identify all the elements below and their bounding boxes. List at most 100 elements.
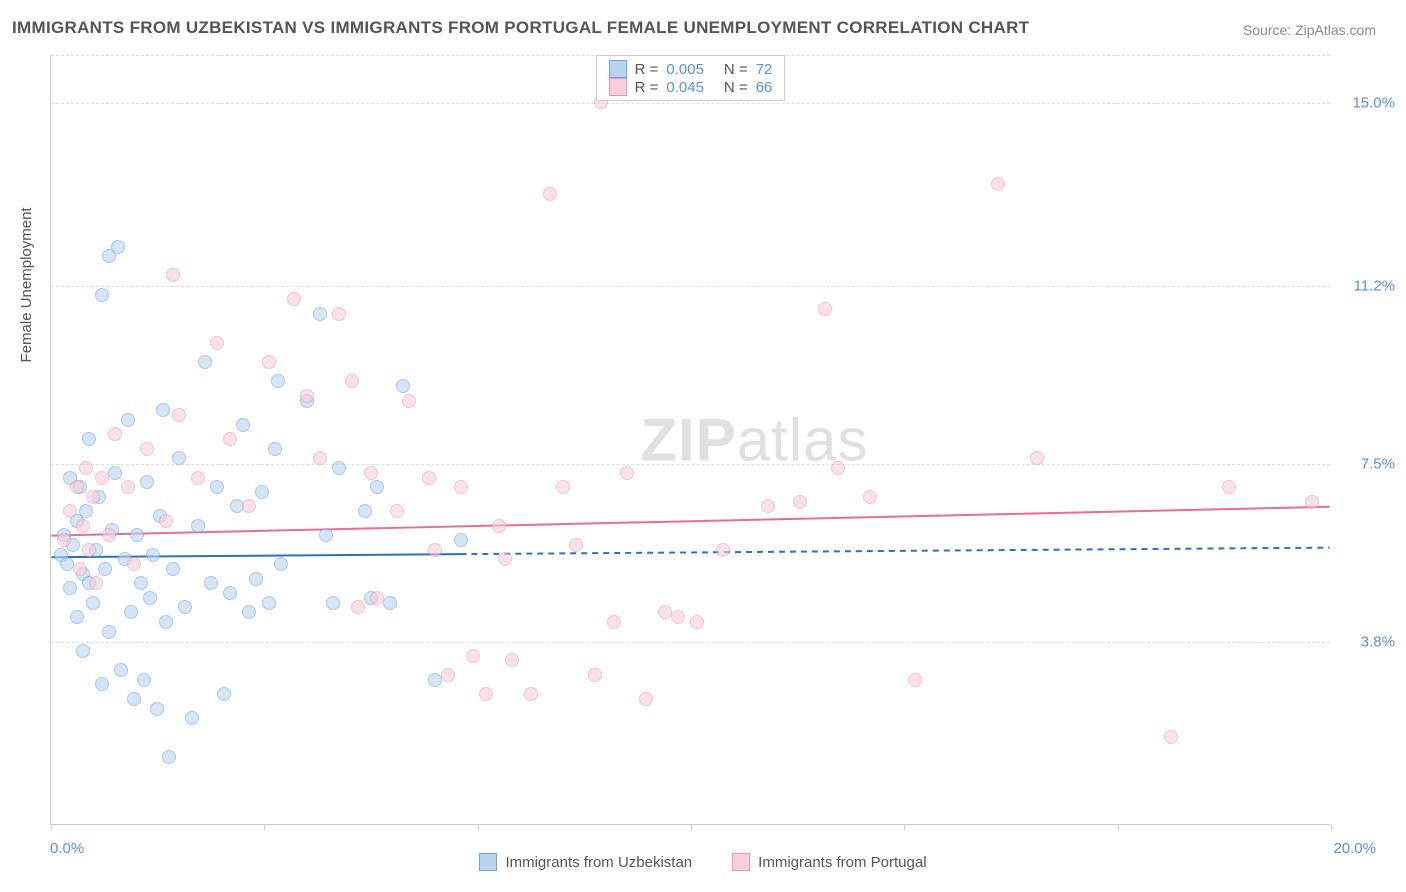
- data-point: [249, 572, 263, 586]
- data-point: [166, 562, 180, 576]
- legend-bottom-item: Immigrants from Uzbekistan: [479, 838, 692, 886]
- data-point: [498, 552, 512, 566]
- watermark-bold: ZIP: [640, 406, 736, 473]
- data-point: [319, 528, 333, 542]
- gridline: [51, 642, 1330, 643]
- x-tick: [691, 824, 692, 830]
- legend-n-value: 66: [756, 79, 773, 96]
- data-point: [162, 750, 176, 764]
- source-label: Source: ZipAtlas.com: [1243, 22, 1376, 38]
- data-point: [82, 543, 96, 557]
- data-point: [262, 596, 276, 610]
- data-point: [351, 600, 365, 614]
- data-point: [108, 427, 122, 441]
- data-point: [671, 610, 685, 624]
- legend-r-label: R =: [635, 79, 659, 96]
- legend-correlation: R =0.005N =72R =0.045N =66: [596, 55, 786, 101]
- data-point: [217, 687, 231, 701]
- data-point: [793, 495, 807, 509]
- data-point: [134, 576, 148, 590]
- data-point: [127, 692, 141, 706]
- gridline: [51, 103, 1330, 104]
- data-point: [364, 466, 378, 480]
- data-point: [242, 605, 256, 619]
- x-tick: [1118, 824, 1119, 830]
- legend-r-label: R =: [635, 61, 659, 78]
- x-tick: [264, 824, 265, 830]
- data-point: [831, 461, 845, 475]
- x-tick: [478, 824, 479, 830]
- data-point: [210, 480, 224, 494]
- legend-top-row: R =0.005N =72: [609, 60, 773, 78]
- data-point: [396, 379, 410, 393]
- data-point: [159, 615, 173, 629]
- data-point: [223, 432, 237, 446]
- x-tick: [51, 824, 52, 830]
- data-point: [690, 615, 704, 629]
- data-point: [137, 673, 151, 687]
- data-point: [140, 475, 154, 489]
- legend-swatch: [609, 60, 627, 78]
- data-point: [191, 519, 205, 533]
- data-point: [428, 543, 442, 557]
- data-point: [130, 528, 144, 542]
- data-point: [223, 586, 237, 600]
- data-point: [150, 702, 164, 716]
- y-tick-label: 3.8%: [1361, 634, 1395, 651]
- x-tick: [1331, 824, 1332, 830]
- data-point: [271, 374, 285, 388]
- data-point: [156, 403, 170, 417]
- data-point: [102, 625, 116, 639]
- data-point: [1305, 495, 1319, 509]
- data-point: [454, 480, 468, 494]
- data-point: [588, 668, 602, 682]
- data-point: [70, 610, 84, 624]
- data-point: [454, 533, 468, 547]
- legend-swatch: [479, 853, 497, 871]
- legend-n-label: N =: [724, 61, 748, 78]
- data-point: [95, 471, 109, 485]
- data-point: [121, 413, 135, 427]
- data-point: [79, 461, 93, 475]
- data-point: [86, 596, 100, 610]
- data-point: [863, 490, 877, 504]
- chart-title: IMMIGRANTS FROM UZBEKISTAN VS IMMIGRANTS…: [12, 18, 1029, 38]
- data-point: [108, 466, 122, 480]
- data-point: [95, 677, 109, 691]
- data-point: [70, 480, 84, 494]
- data-point: [991, 177, 1005, 191]
- data-point: [114, 663, 128, 677]
- data-point: [505, 653, 519, 667]
- y-tick-label: 11.2%: [1354, 278, 1395, 295]
- legend-top-row: R =0.045N =66: [609, 78, 773, 96]
- legend-bottom-item: Immigrants from Portugal: [732, 838, 926, 886]
- data-point: [492, 519, 506, 533]
- legend-n-label: N =: [724, 79, 748, 96]
- data-point: [524, 687, 538, 701]
- legend-series-label: Immigrants from Portugal: [758, 854, 926, 871]
- data-point: [124, 605, 138, 619]
- gridline: [51, 464, 1330, 465]
- data-point: [818, 302, 832, 316]
- legend-series: Immigrants from Uzbekistan Immigrants fro…: [0, 838, 1406, 886]
- data-point: [63, 504, 77, 518]
- data-point: [274, 557, 288, 571]
- data-point: [402, 394, 416, 408]
- data-point: [345, 374, 359, 388]
- data-point: [204, 576, 218, 590]
- data-point: [159, 514, 173, 528]
- data-point: [607, 615, 621, 629]
- data-point: [236, 418, 250, 432]
- data-point: [76, 519, 90, 533]
- data-point: [172, 408, 186, 422]
- data-point: [262, 355, 276, 369]
- data-point: [140, 442, 154, 456]
- data-point: [127, 557, 141, 571]
- data-point: [313, 307, 327, 321]
- plot-area: ZIPatlas R =0.005N =72R =0.045N =66 3.8%…: [50, 55, 1330, 825]
- data-point: [76, 644, 90, 658]
- data-point: [95, 288, 109, 302]
- data-point: [1222, 480, 1236, 494]
- data-point: [268, 442, 282, 456]
- data-point: [79, 504, 93, 518]
